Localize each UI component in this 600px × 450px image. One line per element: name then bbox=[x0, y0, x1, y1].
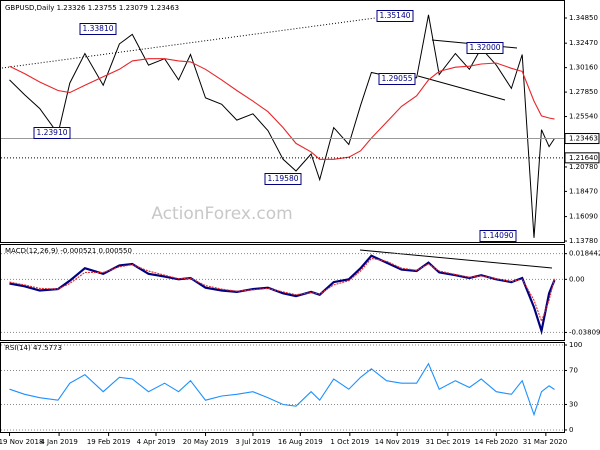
price-label: 1.23463 bbox=[569, 135, 598, 143]
y-tick-label: 1.27850 bbox=[569, 88, 598, 96]
annotation-box bbox=[264, 173, 302, 185]
x-tick-label: 19 Feb 2019 bbox=[87, 438, 131, 446]
x-tick-label: 4 Jan 2019 bbox=[40, 438, 78, 446]
watermark: ActionForex.com bbox=[151, 204, 292, 224]
annotation-box bbox=[33, 127, 71, 139]
series-line bbox=[9, 257, 556, 323]
macd-title: MACD(12,26,9) -0.000521 0.000550 bbox=[5, 247, 132, 255]
annotation-box bbox=[466, 42, 504, 54]
y-tick-label: 1.34850 bbox=[569, 14, 598, 22]
series-line bbox=[9, 362, 555, 417]
annotation: 1.33810 bbox=[82, 24, 113, 33]
x-tick-label: 3 Jul 2019 bbox=[235, 438, 270, 446]
y-tick-label: 1.13780 bbox=[569, 237, 598, 245]
y-tick-label: 1.16090 bbox=[569, 213, 598, 221]
annotation: 1.29055 bbox=[381, 74, 412, 83]
x-tick-label: 1 Oct 2019 bbox=[330, 438, 369, 446]
y-tick-label: 1.32470 bbox=[569, 39, 598, 47]
annotation: 1.19580 bbox=[267, 174, 298, 183]
y-tick-label: 1.25540 bbox=[569, 113, 598, 121]
rsi-title: RSI(14) 47.5773 bbox=[5, 344, 62, 352]
annotation: 1.35140 bbox=[379, 11, 410, 20]
macd-trend-line bbox=[359, 249, 553, 269]
annotation-box bbox=[479, 230, 517, 242]
series-line bbox=[9, 58, 555, 160]
x-tick-label: 31 Dec 2019 bbox=[425, 438, 470, 446]
x-tick-label: 20 May 2019 bbox=[183, 438, 229, 446]
price-label-box bbox=[564, 133, 600, 145]
annotation-box bbox=[378, 73, 416, 85]
x-tick-label: 14 Feb 2020 bbox=[475, 438, 519, 446]
y-tick-label: -0.038095 bbox=[569, 328, 600, 336]
price-label-box bbox=[564, 152, 600, 164]
y-tick-label: 70 bbox=[569, 366, 578, 374]
y-tick-label: 1.30160 bbox=[569, 64, 598, 72]
annotation: 1.32000 bbox=[469, 43, 500, 52]
y-tick-label: 100 bbox=[569, 341, 582, 349]
chart-title: GBPUSD,Daily 1.23326 1.23755 1.23079 1.2… bbox=[5, 4, 179, 12]
annotation: 1.23910 bbox=[36, 128, 67, 137]
y-tick-label: 1.20780 bbox=[569, 163, 598, 171]
price-label: 1.21640 bbox=[569, 154, 598, 162]
annotation-box bbox=[376, 10, 414, 22]
price-panel bbox=[0, 0, 565, 243]
annotation-box bbox=[79, 23, 117, 35]
y-tick-label: 30 bbox=[569, 400, 578, 408]
channel-line bbox=[417, 75, 506, 101]
x-tick-label: 16 Aug 2019 bbox=[278, 438, 323, 446]
x-tick-label: 31 Mar 2020 bbox=[523, 438, 567, 446]
x-tick-label: 14 Nov 2019 bbox=[375, 438, 420, 446]
x-tick-label: 19 Nov 2018 bbox=[0, 438, 43, 446]
rsi-panel bbox=[0, 342, 565, 433]
y-tick-label: 0.00 bbox=[569, 275, 585, 283]
annotation: 1.14090 bbox=[482, 231, 513, 240]
x-tick-label: 4 Apr 2019 bbox=[137, 438, 176, 446]
y-tick-label: 1.18470 bbox=[569, 187, 598, 195]
y-tick-label: 0.018442 bbox=[569, 250, 600, 258]
y-tick-label: 0 bbox=[569, 426, 573, 434]
